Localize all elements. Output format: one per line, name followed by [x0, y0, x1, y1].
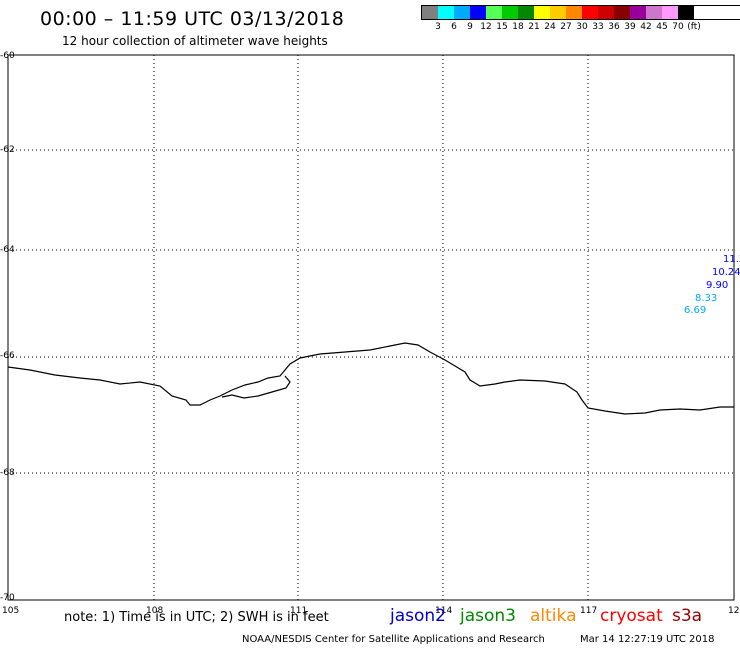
color-scale-label: 3: [435, 22, 441, 32]
latitude-tick-label: -68: [0, 468, 15, 478]
color-swatch: [454, 6, 470, 19]
longitude-tick-label: 105: [2, 606, 19, 616]
color-scale-label: 6: [451, 22, 457, 32]
color-scale-label: 42: [640, 22, 652, 32]
longitude-tick-label: 114: [435, 606, 452, 616]
color-swatch: [534, 6, 550, 19]
color-scale-label: 21: [528, 22, 540, 32]
latitude-tick-label: -62: [0, 145, 15, 155]
antarctic-coastline: [7, 342, 734, 415]
color-swatch: [470, 6, 486, 19]
satellite-label-jason2: jason2: [390, 606, 446, 626]
latitude-tick-label: -60: [0, 51, 15, 61]
color-scale-label: 45: [656, 22, 668, 32]
longitude-tick-label: 108: [146, 606, 163, 616]
color-swatch: [550, 6, 566, 19]
longitude-tick-label: 120: [728, 606, 740, 616]
color-scale-label: 9: [467, 22, 473, 32]
color-swatch: [598, 6, 614, 19]
color-swatch: [630, 6, 646, 19]
latitude-tick-label: -66: [0, 351, 15, 361]
color-scale-label: 18: [512, 22, 524, 32]
page-title: 00:00 – 11:59 UTC 03/13/2018: [40, 8, 345, 30]
longitude-tick-label: 117: [580, 606, 597, 616]
credit-line: NOAA/NESDIS Center for Satellite Applica…: [242, 634, 545, 645]
color-scale-label: 36: [608, 22, 620, 32]
wave-height-label: 11.2: [723, 254, 740, 265]
color-swatch: [438, 6, 454, 19]
wave-height-label: 8.33: [695, 293, 717, 304]
wave-height-label: 10.24: [712, 267, 740, 278]
color-scale-label: 33: [592, 22, 604, 32]
wave-height-color-scale: 3 6 9 12 15 18 21 24 27 30 33 36 39 42 45 70 (ft): [421, 5, 740, 34]
color-swatch: [518, 6, 534, 19]
map-frame: [7, 54, 735, 601]
satellite-label-jason3: jason3: [460, 606, 516, 626]
longitude-tick-label: 111: [290, 606, 307, 616]
wave-height-label: 9.90: [706, 280, 728, 291]
color-swatch: [486, 6, 502, 19]
page-subtitle: 12 hour collection of altimeter wave hei…: [62, 34, 328, 48]
color-scale-label: 30: [576, 22, 588, 32]
color-swatch: [678, 6, 694, 19]
color-swatch: [502, 6, 518, 19]
satellite-label-s3a: s3a: [672, 606, 703, 626]
coastline-inner: [221, 375, 291, 399]
footer-note: note: 1) Time is in UTC; 2) SWH is in fe…: [64, 610, 329, 625]
wave-height-label: 6.69: [684, 305, 706, 316]
graticule: [8, 55, 734, 600]
color-swatch: [662, 6, 678, 19]
color-scale-label: 39: [624, 22, 636, 32]
satellite-label-cryosat: cryosat: [600, 606, 663, 626]
color-scale-label: 15: [496, 22, 508, 32]
color-scale-label: (ft): [687, 22, 701, 32]
color-swatch: [646, 6, 662, 19]
color-swatch: [614, 6, 630, 19]
color-scale-label: 12: [480, 22, 492, 32]
color-swatch: [422, 6, 438, 19]
color-scale-label: 70: [672, 22, 684, 32]
color-swatch: [582, 6, 598, 19]
satellite-label-altika: altika: [530, 606, 577, 626]
color-swatch: [566, 6, 582, 19]
color-scale-swatches: [421, 5, 740, 20]
color-scale-label: 24: [544, 22, 556, 32]
color-scale-labels: 3 6 9 12 15 18 21 24 27 30 33 36 39 42 45 70 (ft): [421, 20, 740, 34]
latitude-tick-label: -64: [0, 245, 15, 255]
generation-timestamp: Mar 14 12:27:19 UTC 2018: [580, 634, 715, 645]
latitude-tick-label: -70: [0, 593, 15, 603]
color-scale-label: 27: [560, 22, 572, 32]
